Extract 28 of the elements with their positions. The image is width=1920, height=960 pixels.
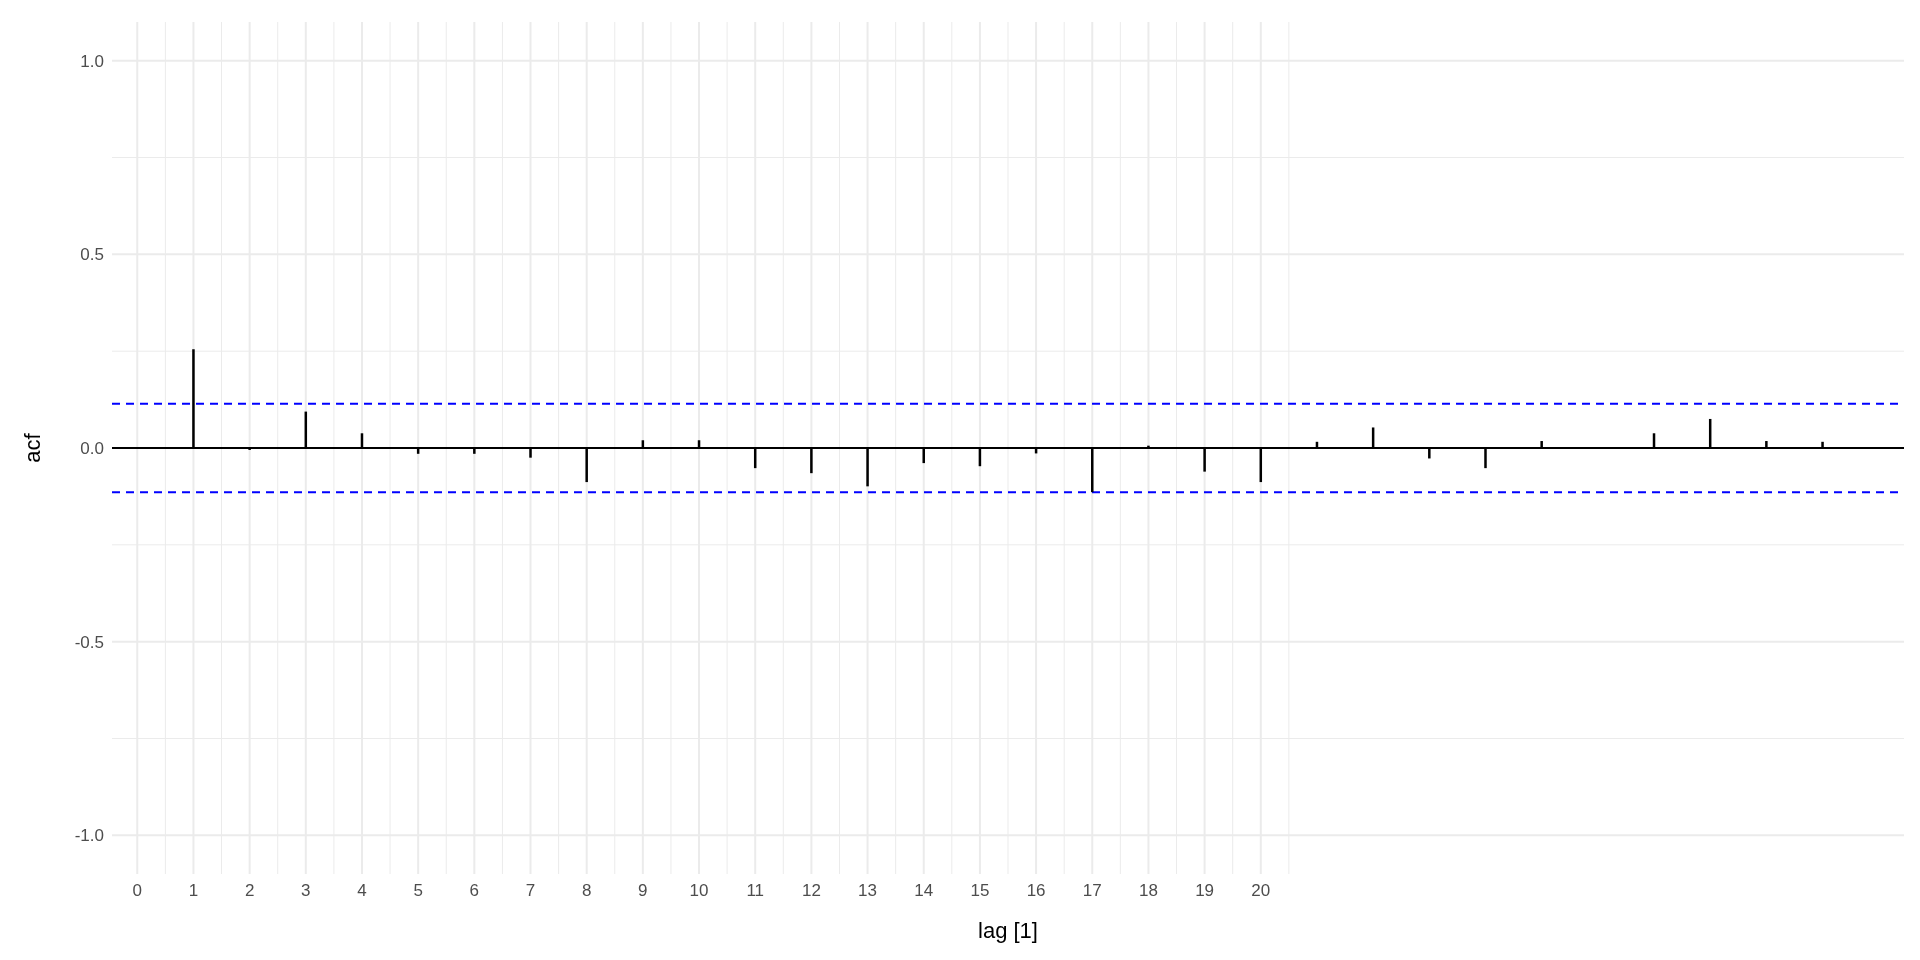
x-tick-label: 6 (469, 881, 480, 900)
x-tick-label: 9 (638, 881, 648, 900)
x-tick-label: 1 (188, 881, 199, 900)
y-tick-label: 0.0 (80, 438, 104, 458)
x-tick-label: 4 (357, 881, 367, 900)
y-tick-label: 0.5 (80, 245, 104, 265)
x-tick-label: 18 (1138, 881, 1158, 900)
x-tick-label: 7 (525, 881, 536, 900)
x-tick-label: 12 (801, 881, 821, 900)
x-axis-title: lag [1] (978, 918, 1038, 943)
x-tick-label: 10 (689, 881, 709, 900)
y-axis-title: acf (20, 432, 45, 463)
x-tick-label: 19 (1195, 881, 1215, 900)
x-tick-label: 17 (1082, 881, 1102, 900)
x-tick-label: 5 (413, 881, 423, 900)
x-tick-label: 14 (914, 881, 934, 900)
y-tick-label: 1.0 (80, 51, 104, 71)
x-tick-label: 11 (746, 881, 765, 900)
y-tick-label: -0.5 (74, 632, 104, 652)
x-tick-label: 8 (581, 881, 592, 900)
x-tick-label: 0 (132, 881, 143, 900)
x-tick-label: 3 (301, 881, 311, 900)
x-tick-label: 13 (858, 881, 878, 900)
x-tick-label: 15 (970, 881, 990, 900)
x-tick-label: 2 (244, 881, 255, 900)
y-tick-label: -1.0 (74, 826, 104, 846)
x-tick-label: 20 (1251, 881, 1271, 900)
x-tick-label: 16 (1026, 881, 1046, 900)
